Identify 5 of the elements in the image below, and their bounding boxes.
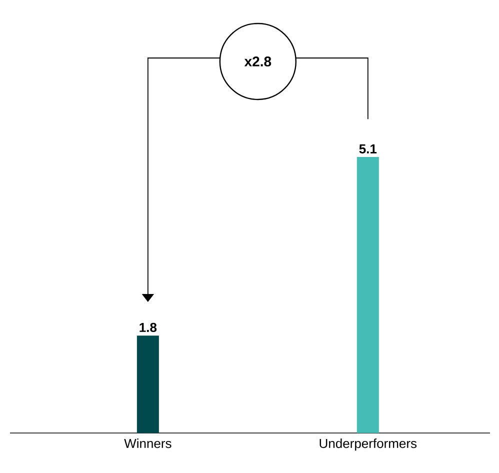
x-tick-label: Winners — [124, 438, 172, 448]
data-label: 5.1 — [359, 144, 377, 154]
data-label: 1.8 — [140, 322, 157, 332]
x-tick-label: Underperformers — [320, 438, 417, 451]
text: x2.8 — [244, 56, 272, 66]
